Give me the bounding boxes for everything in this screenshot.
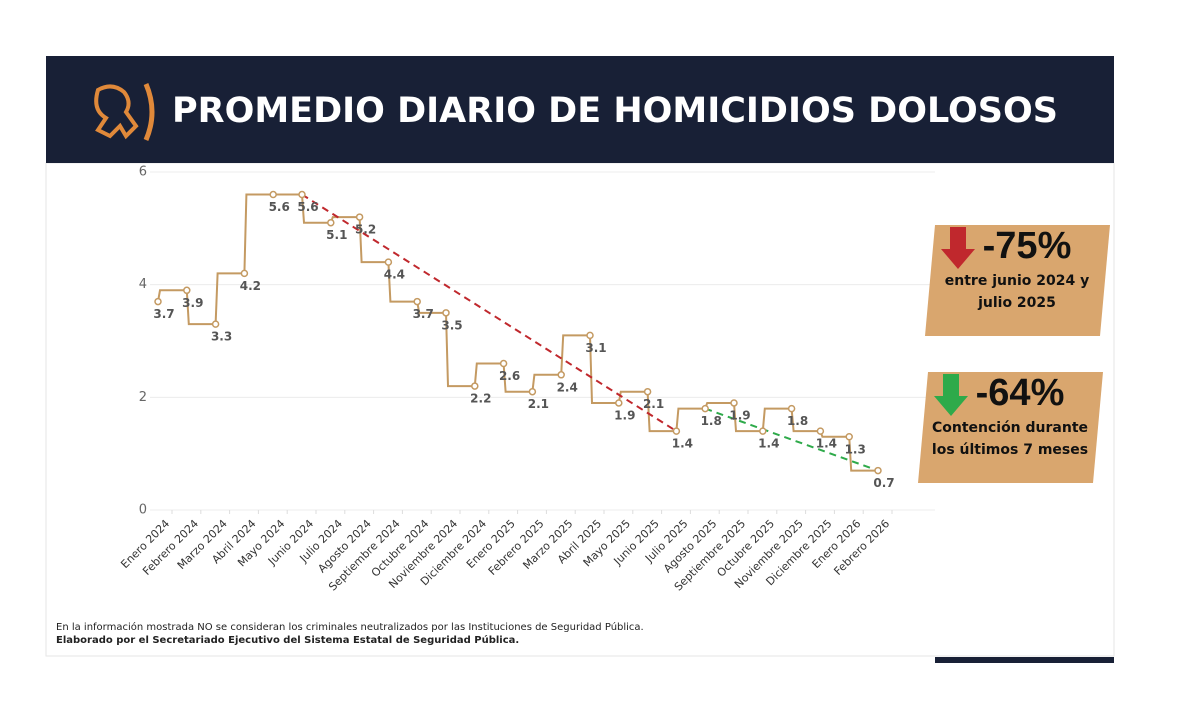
point [413,297,421,306]
chart-title: PROMEDIO DIARIO DE HOMICIDIOS DOLOSOS [172,91,1058,131]
value-label: 3.5 [441,318,462,332]
line-segment [214,272,245,325]
value-label: 2.4 [557,380,578,394]
trend-line [704,407,879,472]
point [471,382,479,390]
line-segment [733,402,763,433]
point [787,404,796,413]
line-segment [531,373,562,392]
point [499,359,508,368]
note: En la información mostrada NO se conside… [56,621,644,633]
y-tick-label: 0 [139,503,147,518]
line-segment [185,290,216,326]
line-segment [589,335,619,404]
banner [46,56,1114,163]
point [816,427,825,435]
value-label: 5.1 [326,228,347,242]
point [327,218,335,227]
point [759,427,767,435]
value-label: 3.3 [211,330,232,344]
value-label: 3.9 [182,296,203,310]
logo [94,83,155,141]
callout-value: -75% [983,225,1072,267]
y-tick-label: 6 [139,165,147,180]
point [672,427,681,435]
point [615,399,623,407]
value-label: 3.1 [585,341,606,355]
point [557,371,565,379]
value-label: 2.6 [499,369,520,383]
line-segment [473,362,504,387]
line-segment [617,390,648,404]
point [442,309,450,317]
value-label: 2.1 [643,397,664,411]
value-label: 1.9 [614,408,635,422]
value-label: 3.7 [413,307,434,321]
point [730,399,738,407]
value-label: 1.9 [729,408,750,422]
point [384,258,393,266]
value-label: 1.4 [758,437,779,451]
value-label: 1.4 [672,437,693,451]
point [269,190,277,199]
callout-text: los últimos 7 meses [932,442,1088,458]
value-label: 4.2 [240,279,261,293]
trend-line [301,193,677,432]
point [240,269,249,278]
footer-bar [935,657,1114,663]
line-segment [848,436,878,472]
line-segment [646,391,677,433]
y-tick-label: 2 [139,390,147,405]
value-label: 2.1 [528,397,549,411]
point [845,433,853,441]
point [528,387,537,396]
y-tick-label: 4 [139,277,147,292]
value-label: 1.3 [845,442,866,456]
value-label: 0.7 [873,476,894,490]
point [211,320,220,328]
value-label: 1.8 [701,414,722,428]
arrow-icon [941,227,975,269]
callout-value: -64% [976,372,1065,414]
line-segment [416,301,446,314]
arrow-icon [934,374,968,416]
value-label: 2.2 [470,392,491,406]
value-label: 4.4 [384,268,405,282]
callout-text: entre junio 2024 y [945,273,1089,289]
point [586,331,594,340]
callout-text: julio 2025 [977,295,1056,311]
value-label: 1.8 [787,414,808,428]
line-segment [675,407,706,432]
point [298,190,306,199]
point [355,213,364,221]
value-label: 5.2 [355,223,376,237]
line-segment [445,312,475,388]
line-segment [387,262,418,303]
point [183,286,191,295]
callout-text: Contención durante [932,420,1088,436]
point [643,387,652,396]
value-label: 1.4 [816,437,837,451]
line-segment [243,193,274,274]
line-segment [502,363,533,393]
value-label: 5.6 [297,200,318,214]
line-segment [157,289,187,302]
point [701,404,709,413]
note: Elaborado por el Secretariado Ejecutivo … [56,634,519,646]
line-segment [560,334,590,375]
line-segment [790,408,821,433]
point [874,466,882,475]
value-label: 5.6 [269,200,290,214]
line-segment [301,194,331,224]
line-segment [358,217,389,264]
value-label: 3.7 [153,307,174,321]
line-segment [761,407,792,432]
point [154,297,162,306]
